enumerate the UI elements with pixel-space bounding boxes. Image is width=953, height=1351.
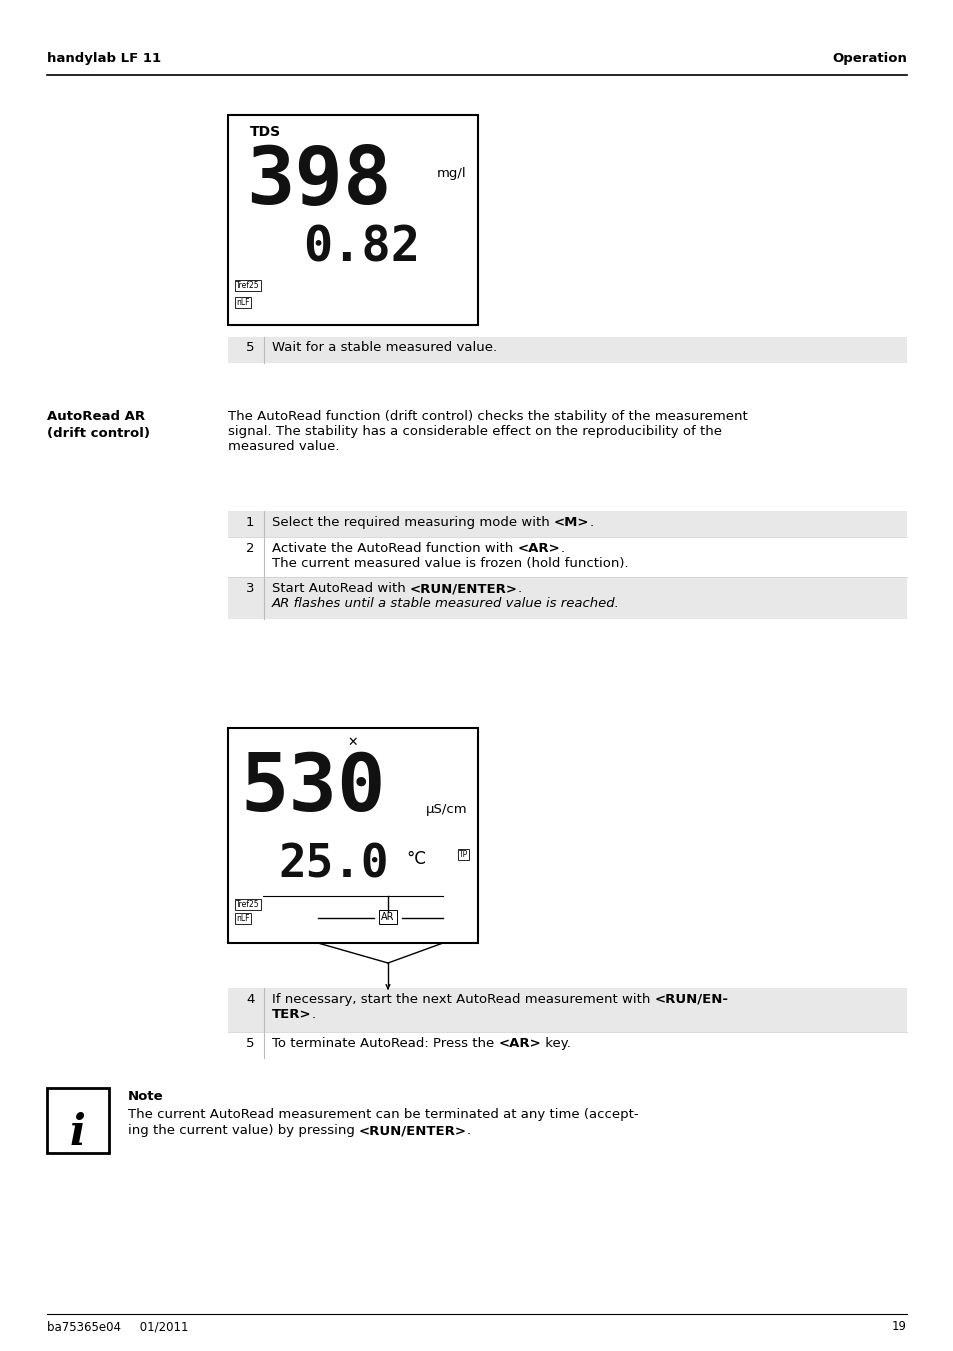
Text: .: . bbox=[467, 1124, 471, 1138]
Text: 5: 5 bbox=[246, 1038, 254, 1050]
Text: Wait for a stable measured value.: Wait for a stable measured value. bbox=[272, 340, 497, 354]
Text: The current measured value is frozen (hold function).: The current measured value is frozen (ho… bbox=[272, 557, 628, 570]
Text: The current AutoRead measurement can be terminated at any time (accept-: The current AutoRead measurement can be … bbox=[128, 1108, 638, 1121]
Text: 2: 2 bbox=[246, 542, 254, 555]
Text: .: . bbox=[517, 582, 521, 594]
Text: mg/l: mg/l bbox=[436, 168, 465, 180]
Text: <RUN/ENTER>: <RUN/ENTER> bbox=[358, 1124, 467, 1138]
Text: <AR>: <AR> bbox=[498, 1038, 540, 1050]
Text: 398: 398 bbox=[246, 143, 391, 222]
Text: <M>: <M> bbox=[554, 516, 589, 530]
Text: 1: 1 bbox=[246, 516, 254, 530]
Text: Note: Note bbox=[128, 1090, 164, 1102]
Text: <RUN/EN-: <RUN/EN- bbox=[654, 993, 728, 1006]
Text: .: . bbox=[559, 542, 564, 555]
Text: 19: 19 bbox=[891, 1320, 906, 1333]
Text: To terminate AutoRead: Press the: To terminate AutoRead: Press the bbox=[272, 1038, 498, 1050]
Text: handylab LF 11: handylab LF 11 bbox=[47, 51, 161, 65]
Text: TDS: TDS bbox=[250, 126, 281, 139]
Text: measured value.: measured value. bbox=[228, 440, 339, 453]
Text: .: . bbox=[589, 516, 593, 530]
Text: 4: 4 bbox=[246, 993, 254, 1006]
Bar bbox=[228, 1032, 906, 1058]
Text: Tref25: Tref25 bbox=[235, 900, 259, 909]
Bar bbox=[228, 115, 477, 326]
Text: signal. The stability has a considerable effect on the reproducibility of the: signal. The stability has a considerable… bbox=[228, 426, 721, 438]
Text: TER>: TER> bbox=[272, 1008, 312, 1021]
Text: 3: 3 bbox=[246, 582, 254, 594]
Text: AR: AR bbox=[381, 912, 395, 921]
Text: Activate the AutoRead function with: Activate the AutoRead function with bbox=[272, 542, 517, 555]
Bar bbox=[228, 577, 906, 619]
Bar bbox=[228, 536, 906, 577]
Text: The AutoRead function (drift control) checks the stability of the measurement: The AutoRead function (drift control) ch… bbox=[228, 409, 747, 423]
Text: 530: 530 bbox=[240, 750, 385, 828]
Text: nLF: nLF bbox=[235, 915, 250, 923]
Text: i: i bbox=[70, 1112, 86, 1154]
Text: AR flashes until a stable measured value is reached.: AR flashes until a stable measured value… bbox=[272, 597, 619, 611]
Text: ✕: ✕ bbox=[348, 736, 358, 748]
Text: 0.82: 0.82 bbox=[303, 223, 419, 272]
Text: <AR>: <AR> bbox=[517, 542, 559, 555]
Text: nLF: nLF bbox=[235, 299, 250, 307]
Text: TP: TP bbox=[458, 850, 468, 859]
Text: Select the required measuring mode with: Select the required measuring mode with bbox=[272, 516, 554, 530]
Bar bbox=[228, 988, 906, 1032]
Text: Start AutoRead with: Start AutoRead with bbox=[272, 582, 410, 594]
Text: key.: key. bbox=[540, 1038, 571, 1050]
Bar bbox=[228, 336, 906, 363]
Text: <RUN/ENTER>: <RUN/ENTER> bbox=[410, 582, 517, 594]
Text: (drift control): (drift control) bbox=[47, 427, 150, 440]
Bar bbox=[47, 1088, 109, 1152]
Text: If necessary, start the next AutoRead measurement with: If necessary, start the next AutoRead me… bbox=[272, 993, 654, 1006]
Text: Operation: Operation bbox=[831, 51, 906, 65]
Bar bbox=[228, 728, 477, 943]
Text: 5: 5 bbox=[246, 340, 254, 354]
Text: ba75365e04     01/2011: ba75365e04 01/2011 bbox=[47, 1320, 189, 1333]
Text: ing the current value) by pressing: ing the current value) by pressing bbox=[128, 1124, 358, 1138]
Text: AutoRead AR: AutoRead AR bbox=[47, 409, 145, 423]
Text: °C: °C bbox=[406, 850, 425, 867]
Text: Tref25: Tref25 bbox=[235, 281, 259, 290]
Text: 25.0: 25.0 bbox=[277, 843, 388, 888]
Text: μS/cm: μS/cm bbox=[426, 802, 468, 816]
Bar bbox=[228, 511, 906, 536]
Text: .: . bbox=[312, 1008, 315, 1021]
